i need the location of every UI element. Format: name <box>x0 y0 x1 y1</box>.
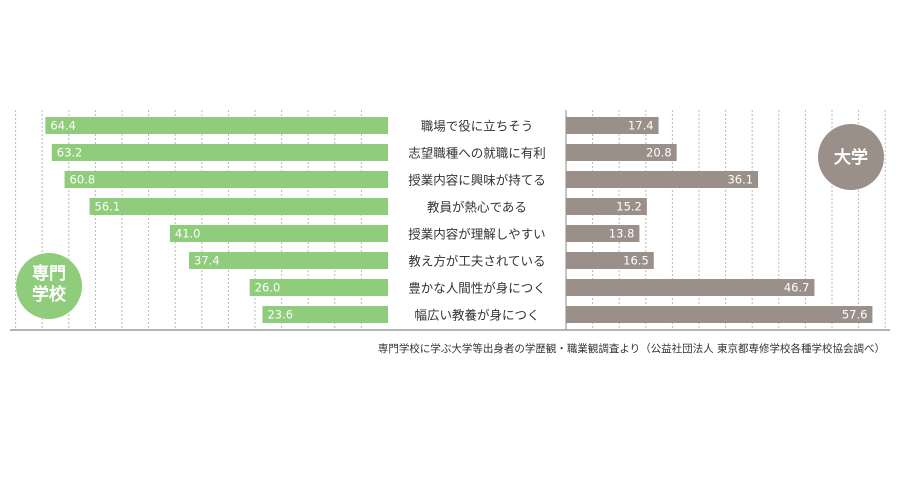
legend-badge-vocational: 専門 学校 <box>16 253 82 319</box>
value-label-university-6: 46.7 <box>784 281 810 295</box>
category-label-5: 教え方が工夫されている <box>408 254 545 269</box>
category-label-3: 教員が熱心である <box>427 200 527 215</box>
vocational-school-bars: 64.4 63.2 60.8 56.1 41.0 37.4 26.0 23.6 <box>45 117 388 323</box>
value-label-vocational-6: 26.0 <box>255 281 281 295</box>
legend-badge-vocational-line1: 専門 <box>32 264 66 284</box>
bar-university-4 <box>566 225 640 242</box>
value-label-vocational-2: 60.8 <box>70 173 96 187</box>
category-labels: 職場で役に立ちそう志望職種への就職に有利授業内容に興味が持てる教員が熱心である授… <box>408 119 546 323</box>
legend-badge-vocational-line2: 学校 <box>32 284 67 305</box>
bar-university-0 <box>566 117 659 134</box>
category-label-1: 志望職種への就職に有利 <box>408 146 546 161</box>
value-label-vocational-3: 56.1 <box>95 200 121 214</box>
category-label-6: 豊かな人間性が身につく <box>408 281 546 296</box>
bar-vocational-7 <box>262 306 388 323</box>
value-label-university-3: 15.2 <box>616 200 642 214</box>
bar-vocational-2 <box>64 171 388 188</box>
bar-university-3 <box>566 198 647 215</box>
value-label-vocational-0: 64.4 <box>50 119 76 133</box>
bar-vocational-1 <box>51 144 388 161</box>
value-label-university-1: 20.8 <box>646 146 672 160</box>
bar-vocational-3 <box>89 198 388 215</box>
source-note: 専門学校に学ぶ大学等出身者の学歴観・職業観調査より（公益社団法人 東京都専修学校… <box>378 342 885 355</box>
legend-badge-vocational-circle <box>16 253 82 319</box>
value-label-university-0: 17.4 <box>628 119 654 133</box>
bar-university-7 <box>566 306 873 323</box>
category-label-0: 職場で役に立ちそう <box>421 119 534 134</box>
value-label-university-4: 13.8 <box>609 227 635 241</box>
legend-badge-university: 大学 <box>818 124 884 190</box>
university-bars: 17.4 20.8 36.1 15.2 13.8 16.5 46.7 57.6 <box>566 117 873 323</box>
bar-vocational-4 <box>169 225 388 242</box>
value-label-vocational-1: 63.2 <box>57 146 83 160</box>
bar-vocational-6 <box>249 279 388 296</box>
legend-badge-university-label: 大学 <box>834 147 868 168</box>
bar-university-6 <box>566 279 815 296</box>
bar-university-1 <box>566 144 677 161</box>
legend-badge-university-circle <box>818 124 884 190</box>
bar-vocational-5 <box>189 252 388 269</box>
value-label-vocational-4: 41.0 <box>175 227 201 241</box>
bar-vocational-0 <box>45 117 388 134</box>
value-label-university-5: 16.5 <box>623 254 649 268</box>
category-label-2: 授業内容に興味が持てる <box>408 173 546 188</box>
category-label-7: 幅広い教養が身につく <box>414 308 539 323</box>
value-label-university-2: 36.1 <box>727 173 753 187</box>
bar-university-2 <box>566 171 759 188</box>
category-label-4: 授業内容が理解しやすい <box>408 227 545 242</box>
value-label-vocational-7: 23.6 <box>267 308 293 322</box>
value-label-vocational-5: 37.4 <box>194 254 220 268</box>
bar-university-5 <box>566 252 654 269</box>
value-label-university-7: 57.6 <box>842 308 868 322</box>
